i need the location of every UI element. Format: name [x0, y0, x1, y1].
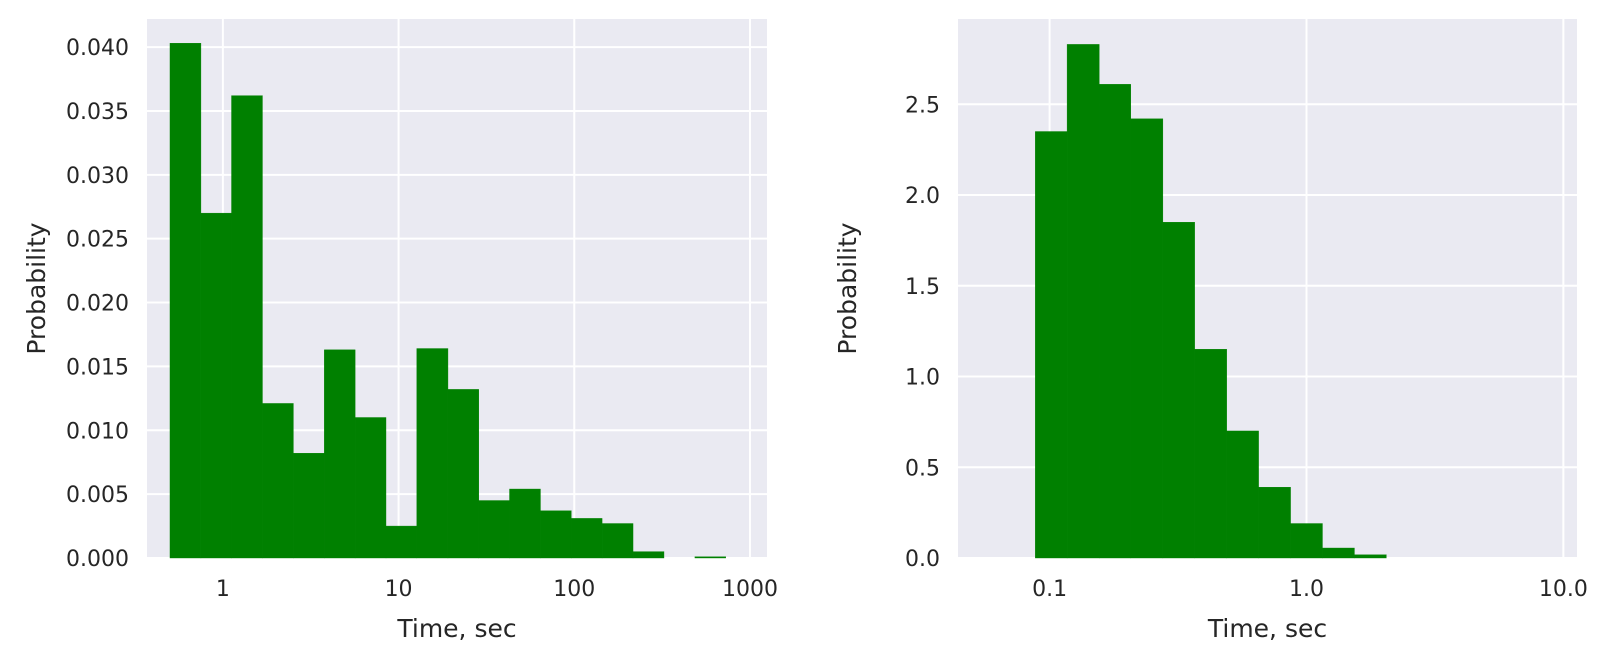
y-axis-label: Probability [22, 222, 51, 354]
x-tick-label: 1 [216, 577, 230, 602]
x-tick-label: 0.1 [1032, 577, 1067, 602]
histogram-bar [540, 510, 572, 559]
y-tick-label: 0.005 [66, 483, 129, 508]
histogram-bar [354, 417, 387, 559]
histogram-bar [416, 348, 449, 559]
y-tick-label: 0.040 [66, 36, 129, 61]
y-tick-label: 0.5 [905, 456, 940, 481]
histogram-bar [293, 453, 325, 559]
histogram-bar [601, 523, 634, 559]
x-axis-label: Time, sec [396, 614, 516, 643]
histogram-bar [1290, 523, 1323, 559]
histogram-bar [1066, 44, 1100, 559]
histogram-bar [231, 95, 263, 559]
y-axis-label: Probability [833, 222, 862, 354]
x-tick-label: 10 [385, 577, 413, 602]
y-tick-label: 0.000 [66, 547, 129, 572]
histogram-bar [571, 518, 603, 559]
y-tick-label: 0.020 [66, 292, 129, 317]
x-tick-label: 10.0 [1539, 577, 1588, 602]
histogram-bar [1258, 487, 1291, 559]
chart-panel-2: 0.0 0.5 1.0 1.5 2.0 2.5 0.1 1.0 10.0 Time, sec Pro… [833, 19, 1588, 643]
y-tick-label: 2.0 [905, 184, 940, 209]
chart-panel-1: 0.000 0.005 0.010 0.015 0.020 0.025 0.030 0.035… [22, 19, 778, 643]
y-tick-label: 0.0 [905, 547, 940, 572]
x-axis-label: Time, sec [1207, 614, 1327, 643]
y-tick-label: 1.5 [905, 275, 940, 300]
y-tick-label: 0.035 [66, 100, 129, 125]
histogram-bar [1130, 118, 1164, 559]
histogram-bar [262, 403, 294, 559]
x-tick-label: 100 [553, 577, 595, 602]
x-tick-label: 1.0 [1289, 577, 1324, 602]
y-tick-label: 0.025 [66, 228, 129, 253]
histogram-bar [632, 551, 665, 559]
histogram-bar [478, 500, 510, 559]
histogram-bar [509, 488, 541, 559]
y-tick-label: 0.010 [66, 419, 129, 444]
histogram-bar [1035, 131, 1068, 559]
histogram-bar [1226, 430, 1259, 559]
histogram-bar [324, 349, 356, 559]
y-tick-label: 0.015 [66, 355, 129, 380]
histogram-bar [447, 389, 479, 559]
y-tick-label: 2.5 [905, 93, 940, 118]
histogram-bar [200, 212, 232, 559]
histogram-bar [1162, 222, 1195, 559]
histogram-bar [385, 525, 418, 559]
histogram-bar [1099, 84, 1131, 559]
histogram-bar [1322, 547, 1355, 559]
histogram-bar [1354, 554, 1387, 559]
y-tick-label: 0.030 [66, 164, 129, 189]
y-tick-label: 1.0 [905, 366, 940, 391]
x-tick-label: 1000 [722, 577, 778, 602]
histogram-bar [1194, 349, 1227, 559]
histogram-bar [169, 43, 202, 559]
histogram-bar [694, 556, 726, 559]
